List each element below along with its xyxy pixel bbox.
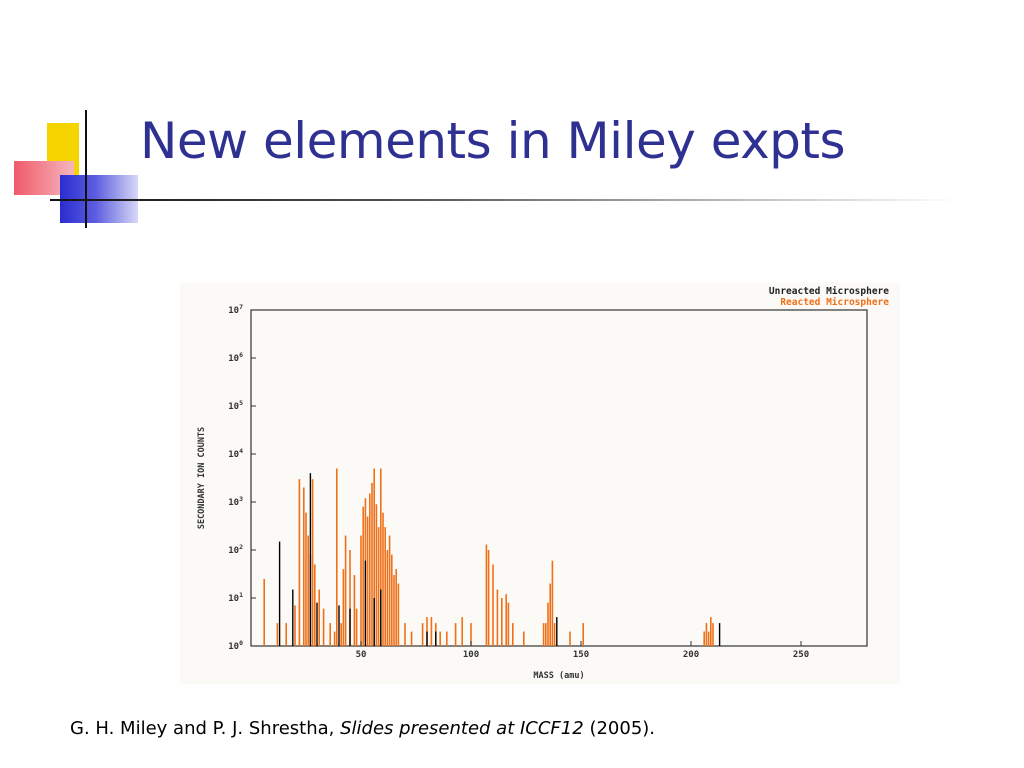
x-tick-label: 100 [463, 650, 479, 660]
y-tick-label: 104 [228, 447, 243, 460]
title-decoration-vertical-line [85, 110, 87, 228]
y-tick-label: 106 [228, 351, 243, 364]
citation-authors: G. H. Miley and P. J. Shrestha, [70, 718, 335, 739]
citation-venue: Slides presented at ICCF12 [340, 718, 584, 739]
x-tick-label: 250 [793, 650, 809, 660]
x-axis-ticks: 50 100 150 200 250 [356, 641, 809, 660]
x-tick-label: 200 [683, 650, 699, 660]
legend-entry-unreacted: Unreacted Microsphere [769, 286, 889, 297]
x-axis-label: MASS (amu) [533, 671, 584, 681]
legend-entry-reacted: Reacted Microsphere [780, 297, 889, 308]
y-tick-label: 100 [228, 639, 243, 652]
title-underline [50, 199, 960, 201]
plot-frame [250, 309, 868, 647]
citation-year: (2005). [589, 718, 656, 739]
y-tick-label: 101 [228, 591, 243, 604]
citation: G. H. Miley and P. J. Shrestha, Slides p… [70, 718, 655, 739]
x-tick-label: 50 [356, 650, 367, 660]
y-axis-label: SECONDARY ION COUNTS [197, 427, 207, 529]
y-axis-ticks: 100 101 102 103 104 105 106 107 [228, 303, 256, 652]
y-tick-label: 107 [228, 303, 243, 316]
y-tick-label: 103 [228, 495, 243, 508]
y-tick-label: 105 [228, 399, 243, 412]
chart-bars [263, 468, 721, 646]
y-tick-label: 102 [228, 543, 243, 556]
x-tick-label: 150 [573, 650, 589, 660]
mass-spectrum-figure: 100 101 102 103 104 105 106 107 50 100 150 200 250 … [180, 282, 900, 684]
slide-title: New elements in Miley expts [140, 112, 846, 170]
